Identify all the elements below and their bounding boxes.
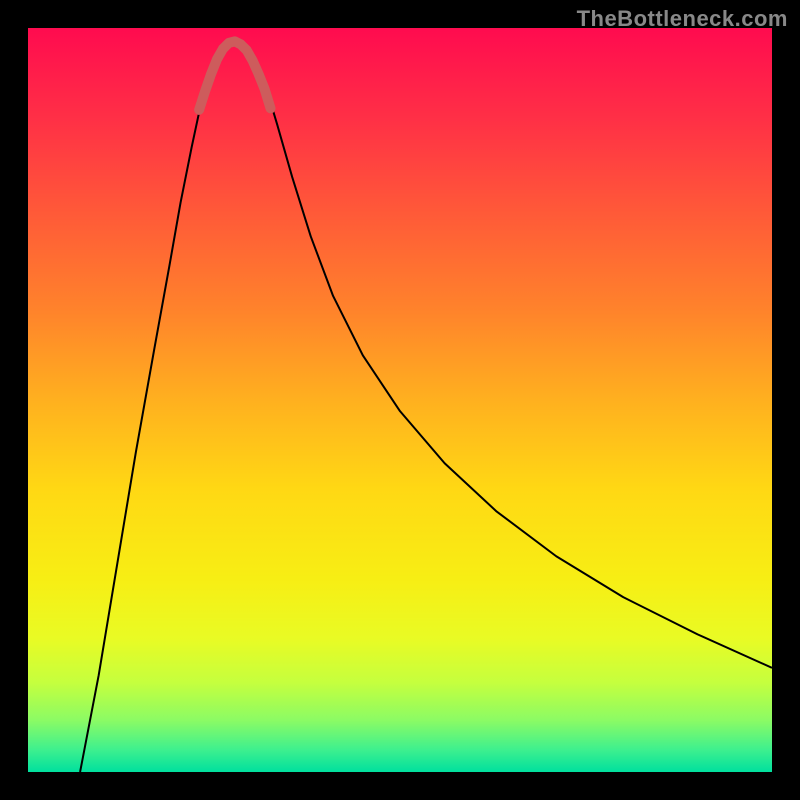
gradient-background — [28, 28, 772, 772]
chart-container: TheBottleneck.com — [0, 0, 800, 800]
plot-area — [28, 28, 772, 772]
bottleneck-curve-chart — [28, 28, 772, 772]
